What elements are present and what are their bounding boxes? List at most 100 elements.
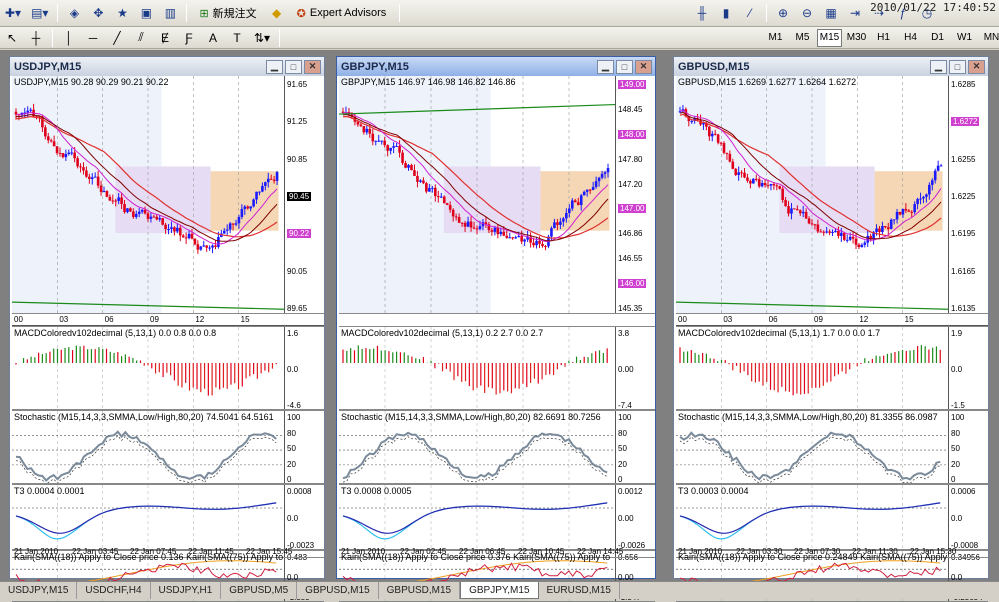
- tester-icon[interactable]: ▥: [164, 6, 177, 20]
- timeframe-m5[interactable]: M5: [795, 32, 810, 43]
- chart-tab[interactable]: USDJPY,H1: [151, 582, 222, 599]
- bar-chart-icon[interactable]: ╫: [697, 6, 707, 20]
- autoscroll-icon[interactable]: ⇢: [873, 6, 885, 20]
- chart-window-titlebar[interactable]: GBPJPY,M15 ▁ □ ✕: [337, 57, 655, 76]
- horizontal-line-icon[interactable]: ─: [88, 30, 98, 45]
- chart-window[interactable]: USDJPY,M15 ▁ □ ✕ USDJPY,M15 90.28 90.29 …: [9, 56, 325, 602]
- market-watch-icon[interactable]: ◈: [69, 6, 80, 20]
- t3-pane[interactable]: T3 0.0004 0.0001 0.0008 0.0 -0.0023: [12, 484, 324, 550]
- new-chart-icon[interactable]: ✚▾: [5, 6, 22, 20]
- candle-body: [407, 165, 410, 168]
- periods-icon[interactable]: ◷: [921, 6, 933, 20]
- chart-window-titlebar[interactable]: USDJPY,M15 ▁ □ ✕: [10, 57, 324, 76]
- zoom-in-icon[interactable]: ⊕: [777, 6, 789, 20]
- candle-body: [237, 216, 241, 224]
- stoch-axis[interactable]: 100 80 50 20 0: [284, 411, 324, 483]
- candle-body: [463, 222, 467, 227]
- price-pane[interactable]: GBPJPY,M15 146.97 146.98 146.82 146.86 14…: [339, 76, 655, 314]
- t3-axis[interactable]: 0.0008 0.0 -0.0023: [284, 485, 324, 549]
- fibonacci-icon[interactable]: Ƒ: [185, 30, 193, 45]
- terminal-icon[interactable]: ▣: [140, 6, 153, 20]
- navigator-icon[interactable]: ✥: [93, 6, 104, 20]
- price-level-label: 1.6285: [951, 80, 976, 89]
- stoch-pane[interactable]: Stochastic (M15,14,3,3,SMMA,Low/High,80,…: [676, 410, 988, 484]
- close-icon[interactable]: ✕: [635, 59, 652, 74]
- chart-tab[interactable]: GBPUSD,M5: [221, 582, 298, 599]
- chart-tab[interactable]: USDJPY,M15: [0, 582, 78, 599]
- t3-axis[interactable]: 0.0006 0.0 -0.0008: [948, 485, 988, 549]
- stoch-axis[interactable]: 100 80 50 20 0: [615, 411, 655, 483]
- candlestick-icon[interactable]: ▮: [722, 6, 730, 20]
- time-axis[interactable]: 21 Jan 2010 22 Jan 03:45 22 Jan 07:45 22 Ja…: [12, 546, 324, 558]
- close-icon[interactable]: ✕: [968, 59, 985, 74]
- chart-window[interactable]: GBPJPY,M15 ▁ □ ✕ GBPJPY,M15 146.97 146.9…: [336, 56, 656, 602]
- chart-window[interactable]: GBPUSD,M15 ▁ □ ✕ GBPUSD,M15 1.6269 1.627…: [673, 56, 989, 602]
- timeframe-d1[interactable]: D1: [931, 32, 944, 43]
- minimize-icon[interactable]: ▁: [930, 59, 947, 74]
- close-icon[interactable]: ✕: [304, 59, 321, 74]
- arrows-icon[interactable]: ⇅▾: [254, 30, 271, 45]
- crosshair-icon[interactable]: ┼: [31, 30, 41, 45]
- label-icon[interactable]: T: [233, 30, 241, 45]
- hour-label: 09: [814, 315, 823, 324]
- maximize-icon[interactable]: □: [616, 59, 633, 74]
- price-axis[interactable]: 1.6285 1.6272 1.6255 1.6225 1.6195 1.6165 1.61…: [948, 76, 988, 313]
- stoch-axis[interactable]: 100 80 50 20 0: [948, 411, 988, 483]
- timeframe-m30[interactable]: M30: [846, 32, 867, 43]
- price-pane[interactable]: USDJPY,M15 90.28 90.29 90.21 90.22 91.65 9…: [12, 76, 324, 314]
- t3-axis[interactable]: 0.0012 0.00 -0.0026: [615, 485, 655, 549]
- chart-tab[interactable]: GBPUSD,M15: [297, 582, 379, 599]
- minimize-icon[interactable]: ▁: [266, 59, 283, 74]
- line-chart-icon[interactable]: ⁄: [748, 6, 751, 20]
- favorites-icon[interactable]: ★: [117, 6, 128, 20]
- maximize-icon[interactable]: □: [949, 59, 966, 74]
- tile-windows-icon[interactable]: ▦: [825, 6, 837, 20]
- chart-shift-icon[interactable]: ⇥: [849, 6, 861, 20]
- minimize-icon[interactable]: ▁: [597, 59, 614, 74]
- stoch-level-label: 20: [287, 459, 296, 469]
- macd-axis[interactable]: 3.8 0.00 -7.4: [615, 327, 655, 409]
- trendline-icon[interactable]: ╱: [113, 30, 121, 45]
- stoch-pane[interactable]: Stochastic (M15,14,3,3,SMMA,Low/High,80,…: [339, 410, 655, 484]
- macd-axis[interactable]: 1.6 0.0 -4.6: [284, 327, 324, 409]
- chart-tab[interactable]: GBPUSD,M15: [379, 582, 461, 599]
- macd-pane-label: MACDColoredv102decimal (5,13,1) 1.7 0.0 …: [678, 328, 881, 338]
- chart-tab[interactable]: GBPJPY,M15: [460, 582, 539, 599]
- metaeditor-icon[interactable]: ◆: [272, 6, 282, 20]
- macd-pane[interactable]: MACDColoredv102decimal (5,13,1) 0.0 0.8 …: [12, 326, 324, 410]
- expert-advisors-button[interactable]: ✪ Expert Advisors: [296, 7, 387, 20]
- price-pane[interactable]: GBPUSD,M15 1.6269 1.6277 1.6264 1.6272 1.…: [676, 76, 988, 314]
- indicators-icon[interactable]: ƒ: [899, 6, 907, 20]
- maximize-icon[interactable]: □: [285, 59, 302, 74]
- candle-body: [878, 228, 881, 233]
- t3-pane[interactable]: T3 0.0008 0.0005 0.0012 0.00 -0.0026: [339, 484, 655, 550]
- time-axis[interactable]: 21 Jan 2010 22 Jan 03:30 22 Jan 07:30 22 Ja…: [676, 546, 988, 558]
- macd-pane[interactable]: MACDColoredv102decimal (5,13,1) 0.2 2.7 …: [339, 326, 655, 410]
- timeframe-w1[interactable]: W1: [957, 32, 972, 43]
- new-order-button[interactable]: ⊞ 新規注文: [199, 7, 257, 21]
- timeframe-h4[interactable]: H4: [904, 32, 917, 43]
- zoom-out-icon[interactable]: ⊖: [801, 6, 813, 20]
- text-icon[interactable]: A: [208, 30, 217, 45]
- timeframe-h1[interactable]: H1: [877, 32, 890, 43]
- chart-tab[interactable]: EURUSD,M15: [539, 582, 620, 599]
- t3-pane[interactable]: T3 0.0003 0.0004 0.0006 0.0 -0.0008: [676, 484, 988, 550]
- profiles-icon[interactable]: ▤▾: [31, 6, 49, 20]
- timeframe-mn[interactable]: MN: [983, 32, 999, 43]
- vertical-line-icon[interactable]: │: [65, 30, 73, 45]
- price-axis[interactable]: 149.00 148.45 148.00 147.80 147.20 147.00 146.…: [615, 76, 655, 313]
- t3-chart-svg: [676, 485, 948, 549]
- macd-axis[interactable]: 1.9 0.0 -1.5: [948, 327, 988, 409]
- chart-tab[interactable]: USDCHF,H4: [77, 582, 151, 599]
- channel-icon[interactable]: ⫽: [138, 30, 144, 44]
- gann-icon[interactable]: Ɇ: [160, 30, 169, 45]
- cursor-icon[interactable]: ↖: [6, 30, 18, 45]
- price-axis[interactable]: 91.65 91.25 90.85 90.45 90.22 90.05 89.65: [284, 76, 324, 313]
- timeframe-m1[interactable]: M1: [768, 32, 783, 43]
- time-axis[interactable]: 21 Jan 2010 22 Jan 02:45 22 Jan 06:45 22 Ja…: [339, 546, 655, 558]
- timeframe-m15[interactable]: M15: [817, 28, 842, 47]
- stoch-pane[interactable]: Stochastic (M15,14,3,3,SMMA,Low/High,80,…: [12, 410, 324, 484]
- macd-pane[interactable]: MACDColoredv102decimal (5,13,1) 1.7 0.0 …: [676, 326, 988, 410]
- candle-body: [854, 238, 858, 245]
- chart-window-titlebar[interactable]: GBPUSD,M15 ▁ □ ✕: [674, 57, 988, 76]
